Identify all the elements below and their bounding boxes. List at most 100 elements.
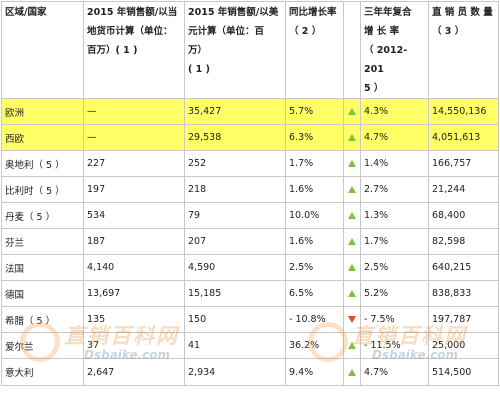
header-yoy-growth: 同比增长率 （ 2 ） <box>285 1 344 99</box>
usd-sales-cell: 252 <box>184 150 286 177</box>
local-sales-cell: 135 <box>83 306 185 333</box>
cagr-cell: - 11.5% <box>360 332 429 359</box>
cagr-cell: - 7.5% <box>360 306 429 333</box>
sellers-cell: 640,215 <box>428 254 499 281</box>
yoy-growth-cell: 36.2% <box>285 332 344 359</box>
table-row: 西欧 —29,538 6.3% 4.7% 4,051,613 <box>1 124 499 151</box>
region-cell: 奥地利（ 5 ） <box>1 150 84 177</box>
trend-cell <box>343 306 361 333</box>
table-row: 欧洲 —35,427 5.7% 4.3% 14,550,136 <box>1 98 499 125</box>
sellers-cell: 197,787 <box>428 306 499 333</box>
header-sellers: 直 销 员 数 量 （ 3 ） <box>428 1 499 99</box>
triangle-up-icon <box>348 264 356 271</box>
cagr-cell: 1.4% <box>360 150 429 177</box>
region-cell: 芬兰 <box>1 228 84 255</box>
region-cell: 意大利 <box>1 358 84 386</box>
yoy-growth-cell: 9.4% <box>285 358 344 386</box>
usd-sales-cell: 2,934 <box>184 358 286 386</box>
table-row: 爱尔兰 37 41 36.2% - 11.5% 25,000 <box>1 332 499 359</box>
region-cell: 爱尔兰 <box>1 332 84 359</box>
region-cell: 欧洲 <box>1 98 84 125</box>
table-row: 希腊（ 5 ） 135 150- 10.8% - 7.5% 197,787 <box>1 306 499 333</box>
header-local-sales: 2015 年销售额/以当 地货币计算（单位： 百万）( 1 ) <box>83 1 185 99</box>
sellers-cell: 4,051,613 <box>428 124 499 151</box>
trend-cell <box>343 124 361 151</box>
yoy-growth-cell: - 10.8% <box>285 306 344 333</box>
local-sales-cell: 227 <box>83 150 185 177</box>
table-row: 芬兰 187 207 1.6% 1.7% 82,598 <box>1 228 499 255</box>
local-sales-cell: 534 <box>83 202 185 229</box>
triangle-up-icon <box>348 290 356 297</box>
trend-cell <box>343 254 361 281</box>
triangle-up-icon <box>348 186 356 193</box>
yoy-growth-cell: 6.5% <box>285 280 344 307</box>
usd-sales-cell: 41 <box>184 332 286 359</box>
local-sales-cell: 4,140 <box>83 254 185 281</box>
region-cell: 法国 <box>1 254 84 281</box>
trend-cell <box>343 228 361 255</box>
table-row: 丹麦（ 5 ） 534 79 10.0% 1.3% 68,400 <box>1 202 499 229</box>
sellers-cell: 68,400 <box>428 202 499 229</box>
cagr-cell: 4.7% <box>360 124 429 151</box>
yoy-growth-cell: 6.3% <box>285 124 344 151</box>
triangle-up-icon <box>348 368 356 376</box>
sellers-cell: 21,244 <box>428 176 499 203</box>
trend-cell <box>343 176 361 203</box>
cagr-cell: 1.3% <box>360 202 429 229</box>
usd-sales-cell: 150 <box>184 306 286 333</box>
yoy-growth-cell: 1.6% <box>285 176 344 203</box>
local-sales-cell: 2,647 <box>83 358 185 386</box>
trend-cell <box>343 332 361 359</box>
triangle-up-icon <box>348 238 356 245</box>
sellers-cell: 838,833 <box>428 280 499 307</box>
table-body: 欧洲 —35,427 5.7% 4.3% 14,550,136 西欧 —29,538 6.3%… <box>1 98 499 386</box>
triangle-up-icon <box>348 212 356 219</box>
triangle-down-icon <box>348 316 356 323</box>
table-row: 法国 4,140 4,590 2.5% 2.5% 640,215 <box>1 254 499 281</box>
sales-table: 区域/国家 2015 年销售额/以当 地货币计算（单位： 百万）( 1 ) 20… <box>1 1 499 386</box>
usd-sales-cell: 218 <box>184 176 286 203</box>
local-sales-cell: — <box>83 124 185 151</box>
local-sales-cell: 37 <box>83 332 185 359</box>
header-cagr: 三年年复合 增 长 率 （ 2012-201 5 ） <box>360 1 429 99</box>
triangle-up-icon <box>348 108 356 115</box>
yoy-growth-cell: 1.7% <box>285 150 344 177</box>
local-sales-cell: 13,697 <box>83 280 185 307</box>
trend-cell <box>343 98 361 125</box>
usd-sales-cell: 207 <box>184 228 286 255</box>
region-cell: 丹麦（ 5 ） <box>1 202 84 229</box>
usd-sales-cell: 79 <box>184 202 286 229</box>
cagr-cell: 4.7% <box>360 358 429 386</box>
yoy-growth-cell: 1.6% <box>285 228 344 255</box>
trend-cell <box>343 280 361 307</box>
yoy-growth-cell: 2.5% <box>285 254 344 281</box>
header-trend <box>343 1 361 99</box>
yoy-growth-cell: 10.0% <box>285 202 344 229</box>
cagr-cell: 5.2% <box>360 280 429 307</box>
sellers-cell: 25,000 <box>428 332 499 359</box>
header-region: 区域/国家 <box>1 1 84 99</box>
sellers-cell: 514,500 <box>428 358 499 386</box>
header-row: 区域/国家 2015 年销售额/以当 地货币计算（单位： 百万）( 1 ) 20… <box>1 1 499 99</box>
table-row: 德国 13,697 15,185 6.5% 5.2% 838,833 <box>1 280 499 307</box>
region-cell: 比利时（ 5 ） <box>1 176 84 203</box>
sellers-cell: 14,550,136 <box>428 98 499 125</box>
cagr-cell: 4.3% <box>360 98 429 125</box>
region-cell: 希腊（ 5 ） <box>1 306 84 333</box>
triangle-up-icon <box>348 342 356 349</box>
table-row: 奥地利（ 5 ） 227 252 1.7% 1.4% 166,757 <box>1 150 499 177</box>
trend-cell <box>343 150 361 177</box>
cagr-cell: 2.7% <box>360 176 429 203</box>
local-sales-cell: — <box>83 98 185 125</box>
usd-sales-cell: 15,185 <box>184 280 286 307</box>
region-cell: 德国 <box>1 280 84 307</box>
triangle-up-icon <box>348 134 356 141</box>
cagr-cell: 2.5% <box>360 254 429 281</box>
trend-cell <box>343 202 361 229</box>
local-sales-cell: 197 <box>83 176 185 203</box>
trend-cell <box>343 358 361 386</box>
table-row: 意大利 2,647 2,934 9.4% 4.7% 514,500 <box>1 358 499 386</box>
header-usd-sales: 2015 年销售额/以美 元计算（单位：百万） ( 1 ) <box>184 1 286 99</box>
local-sales-cell: 187 <box>83 228 185 255</box>
table-row: 比利时（ 5 ） 197 218 1.6% 2.7% 21,244 <box>1 176 499 203</box>
